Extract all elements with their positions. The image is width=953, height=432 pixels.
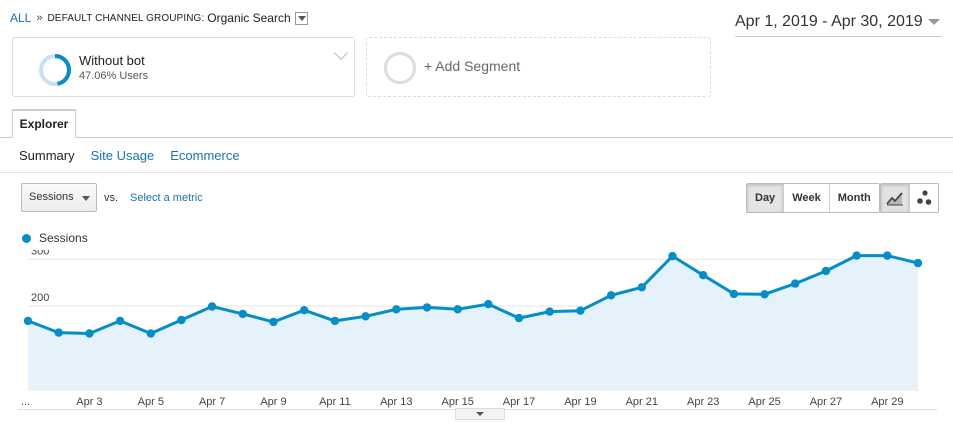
x-tick-label: Apr 21 (626, 396, 658, 408)
data-point[interactable] (300, 306, 309, 315)
data-point[interactable] (484, 299, 493, 309)
y-tick-label: 200 (31, 292, 49, 304)
data-point[interactable] (392, 305, 401, 314)
data-point[interactable] (54, 328, 63, 337)
metric-select-value: Sessions (29, 191, 74, 203)
y-tick-label: 300 (31, 250, 49, 257)
tab-divider (0, 137, 953, 138)
x-tick-label: Apr 11 (319, 396, 351, 408)
chevron-down-icon[interactable] (333, 45, 349, 61)
data-point[interactable] (760, 290, 769, 299)
metric-select[interactable]: Sessions (21, 183, 97, 212)
x-tick-label: Apr 15 (441, 396, 473, 408)
data-point[interactable] (852, 251, 861, 260)
x-tick-label: Apr 19 (564, 396, 596, 408)
data-point[interactable] (576, 306, 585, 315)
line-chart-icon[interactable] (881, 184, 909, 212)
month-button[interactable]: Month (828, 184, 879, 212)
select-metric-link[interactable]: Select a metric (130, 192, 203, 204)
data-point[interactable] (23, 316, 33, 326)
breadcrumb: ALL » DEFAULT CHANNEL GROUPING: Organic … (10, 11, 308, 25)
sessions-line (27, 254, 919, 335)
data-point[interactable] (883, 251, 892, 260)
segment-percent-ring-icon (39, 54, 71, 86)
x-tick-label: ... (21, 396, 30, 408)
data-point[interactable] (637, 283, 646, 292)
data-point[interactable] (913, 258, 923, 268)
granularity-toggle: Day Week Month (746, 183, 880, 213)
legend-sessions-label: Sessions (39, 231, 88, 245)
vs-label: vs. (104, 192, 119, 204)
data-point[interactable] (330, 316, 340, 326)
date-range-picker[interactable]: Apr 1, 2019 - Apr 30, 2019 (735, 8, 942, 37)
tab-explorer[interactable]: Explorer (12, 109, 76, 138)
data-point[interactable] (791, 279, 800, 288)
data-point[interactable] (361, 312, 370, 321)
motion-chart-icon[interactable] (909, 184, 938, 212)
data-point[interactable] (422, 303, 432, 312)
segment-subtitle: 47.06% Users (79, 70, 149, 82)
data-point[interactable] (545, 307, 554, 316)
breadcrumb-dimension: DEFAULT CHANNEL GROUPING: (47, 12, 205, 24)
x-tick-label: Apr 13 (380, 396, 412, 408)
add-segment-button[interactable]: + Add Segment (424, 58, 521, 74)
chart-view-toggle (880, 183, 939, 213)
date-range-arrow-icon (928, 19, 940, 25)
day-button[interactable]: Day (747, 184, 784, 212)
x-tick-label: Apr 7 (199, 396, 225, 408)
legend-sessions-swatch (22, 233, 31, 243)
chart-expand-handle[interactable] (455, 408, 505, 420)
sessions-area (28, 255, 918, 390)
x-tick-label: Apr 27 (810, 396, 842, 408)
data-point[interactable] (146, 329, 155, 338)
data-point[interactable] (177, 315, 186, 325)
data-point[interactable] (269, 317, 278, 327)
x-tick-label: Apr 5 (138, 396, 164, 408)
x-tick-label: Apr 25 (748, 396, 780, 408)
breadcrumb-all-link[interactable]: ALL (10, 11, 32, 25)
chart-legend: Sessions (22, 231, 88, 245)
x-tick-label: Apr 9 (260, 396, 286, 408)
data-point[interactable] (115, 316, 125, 326)
data-point[interactable] (514, 313, 524, 323)
segment-without-bot[interactable]: Without bot 47.06% Users (12, 37, 355, 97)
week-button[interactable]: Week (783, 184, 829, 212)
subtab-ecommerce[interactable]: Ecommerce (170, 148, 240, 163)
breadcrumb-separator: » (36, 12, 43, 24)
x-tick-label: Apr 3 (76, 396, 102, 408)
data-point[interactable] (85, 329, 94, 338)
segment-title: Without bot (79, 53, 145, 68)
empty-segment-ring-icon (384, 52, 416, 84)
x-tick-label: Apr 29 (871, 396, 903, 408)
data-point[interactable] (453, 305, 462, 314)
data-point[interactable] (207, 302, 217, 311)
data-point[interactable] (699, 271, 708, 280)
breadcrumb-dropdown-icon[interactable] (294, 11, 308, 25)
data-point[interactable] (821, 266, 831, 276)
data-point[interactable] (606, 291, 616, 300)
subtab-site-usage[interactable]: Site Usage (90, 148, 155, 163)
section-divider (0, 172, 953, 173)
add-segment-box[interactable]: + Add Segment (366, 37, 711, 97)
breadcrumb-value: Organic Search (207, 11, 291, 25)
date-range-label: Apr 1, 2019 - Apr 30, 2019 (735, 13, 923, 30)
x-tick-label: Apr 17 (503, 396, 535, 408)
data-point[interactable] (668, 251, 677, 261)
subtab-summary[interactable]: Summary (19, 148, 75, 163)
x-tick-label: Apr 23 (687, 396, 719, 408)
data-point[interactable] (729, 289, 739, 299)
caret-down-icon (82, 196, 90, 201)
data-point[interactable] (238, 309, 247, 319)
explorer-subtabs: Summary Site Usage Ecommerce (19, 148, 240, 163)
